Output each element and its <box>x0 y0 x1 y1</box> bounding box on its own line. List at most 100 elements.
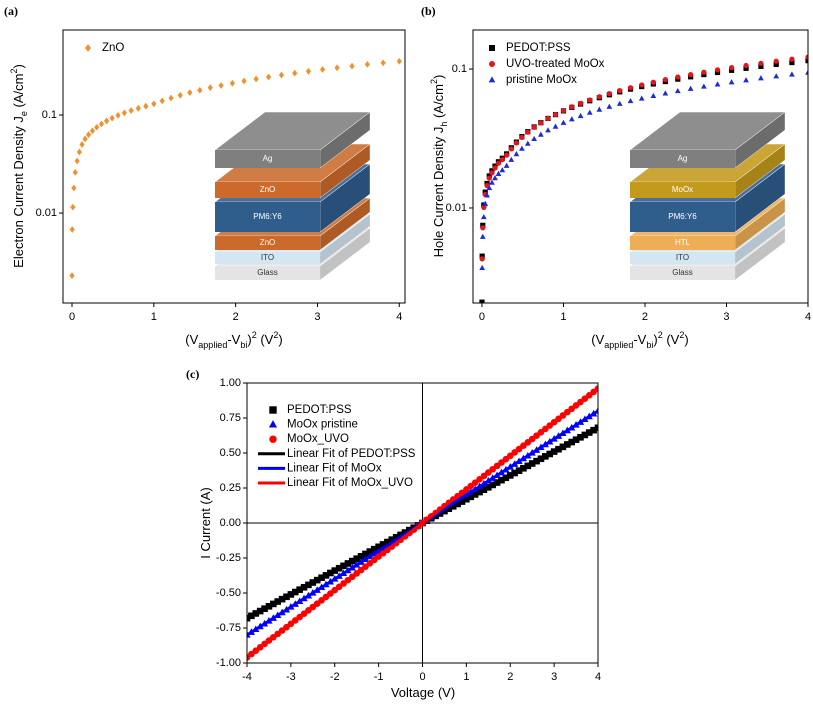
fit-line <box>247 387 598 659</box>
marker-triangle <box>552 123 559 129</box>
marker-diamond <box>72 168 78 176</box>
marker-circle <box>662 76 668 83</box>
marker-circle <box>504 152 510 158</box>
x-tick-label: 3 <box>551 671 557 683</box>
layer-front <box>630 236 735 250</box>
y-tick-label: 0.1 <box>42 109 57 121</box>
marker-circle <box>538 120 544 126</box>
x-tick-label: 1 <box>151 311 157 323</box>
y-tick-label: -0.25 <box>216 552 241 564</box>
marker-triangle <box>789 71 795 77</box>
marker-triangle <box>537 131 544 137</box>
marker-triangle <box>479 233 486 239</box>
marker-diamond <box>82 135 88 143</box>
marker-circle <box>508 146 514 152</box>
layer-top-shade <box>630 112 785 150</box>
marker-diamond <box>69 272 75 280</box>
layer-label: MoOx <box>672 185 693 194</box>
marker-triangle <box>492 175 498 181</box>
layer-top-shade <box>215 112 370 150</box>
panel-label: (a) <box>4 4 18 18</box>
label-part: ) <box>247 332 251 347</box>
layer-label: HTL <box>675 238 691 247</box>
marker-circle <box>758 60 764 66</box>
legend-label: Linear Fit of MoOx <box>287 462 382 474</box>
x-tick-label: 4 <box>805 311 811 323</box>
marker-triangle <box>519 145 525 151</box>
marker-diamond <box>98 120 105 128</box>
marker-circle <box>545 115 551 122</box>
marker-triangle <box>687 85 694 91</box>
layer-side-shade <box>735 112 785 168</box>
axis-label: Hole Current Density Jh (A/cm2) <box>429 75 449 258</box>
layer-front <box>630 182 735 198</box>
marker-circle <box>728 65 735 71</box>
marker-diamond <box>292 69 298 77</box>
marker-circle <box>489 61 495 67</box>
y-tick-label: -0.50 <box>216 587 241 599</box>
marker-circle <box>639 82 645 88</box>
layer-front <box>215 150 320 168</box>
axis-label: (Vapplied-Vbi)2 (V2) <box>591 330 688 350</box>
layer-label: Ag <box>678 154 688 163</box>
marker-triangle <box>482 200 489 206</box>
marker-square <box>773 61 779 67</box>
marker-triangle <box>728 79 735 85</box>
x-tick-label: 4 <box>396 311 402 323</box>
panel-label: (c) <box>186 367 199 381</box>
marker-circle <box>481 204 487 210</box>
marker-square <box>479 253 485 259</box>
layer-front <box>630 202 735 232</box>
marker-diamond <box>71 184 77 192</box>
marker-diamond <box>305 67 312 75</box>
x-tick-label: 0 <box>419 671 425 683</box>
x-tick-label: -4 <box>242 671 252 683</box>
plot-frame <box>62 29 406 304</box>
label-part: Electron Current Density J <box>11 116 26 268</box>
marker-triangle <box>479 264 486 271</box>
marker-circle <box>675 74 681 80</box>
marker-circle <box>569 104 575 110</box>
marker-square <box>728 67 735 73</box>
layer-side-shade <box>320 112 370 168</box>
marker-diamond <box>135 104 141 112</box>
marker-circle <box>519 134 525 141</box>
marker-square <box>269 406 277 414</box>
axis-label: Voltage (V) <box>391 685 455 700</box>
marker-triangle <box>638 95 645 101</box>
y-tick-label: 0.25 <box>220 482 241 494</box>
marker-diamond <box>115 112 121 119</box>
marker-diamond <box>265 73 272 81</box>
marker-circle <box>492 165 498 171</box>
label-part: ) <box>431 75 446 79</box>
marker-diamond <box>319 66 326 73</box>
x-tick-label: 2 <box>642 311 648 323</box>
label-part: bi <box>240 340 247 350</box>
label-part: bi <box>646 340 653 350</box>
layer-front <box>630 150 735 168</box>
marker-circle <box>587 97 593 103</box>
layer-label: ITO <box>261 253 274 262</box>
layer-label: PM6:Y6 <box>253 212 282 221</box>
marker-circle <box>789 56 795 62</box>
x-tick-label: 3 <box>314 311 320 323</box>
marker-diamond <box>364 61 370 68</box>
marker-diamond <box>334 64 340 72</box>
marker-diamond <box>85 131 92 139</box>
layer-front <box>215 266 320 280</box>
marker-circle <box>525 129 531 135</box>
layer-front <box>630 252 735 264</box>
x-tick-label: 2 <box>507 671 513 683</box>
x-tick-label: -2 <box>330 671 340 683</box>
layer-side-shade <box>320 144 370 198</box>
marker-diamond <box>89 127 96 135</box>
label-part: 2 <box>679 330 684 340</box>
marker-diamond <box>76 148 82 156</box>
layer-side-shade <box>735 198 785 250</box>
marker-circle <box>486 175 492 181</box>
label-part: -V <box>633 332 646 347</box>
marker-triangle <box>499 167 506 173</box>
label-part: (A/cm <box>11 74 26 112</box>
marker-diamond <box>253 75 259 83</box>
